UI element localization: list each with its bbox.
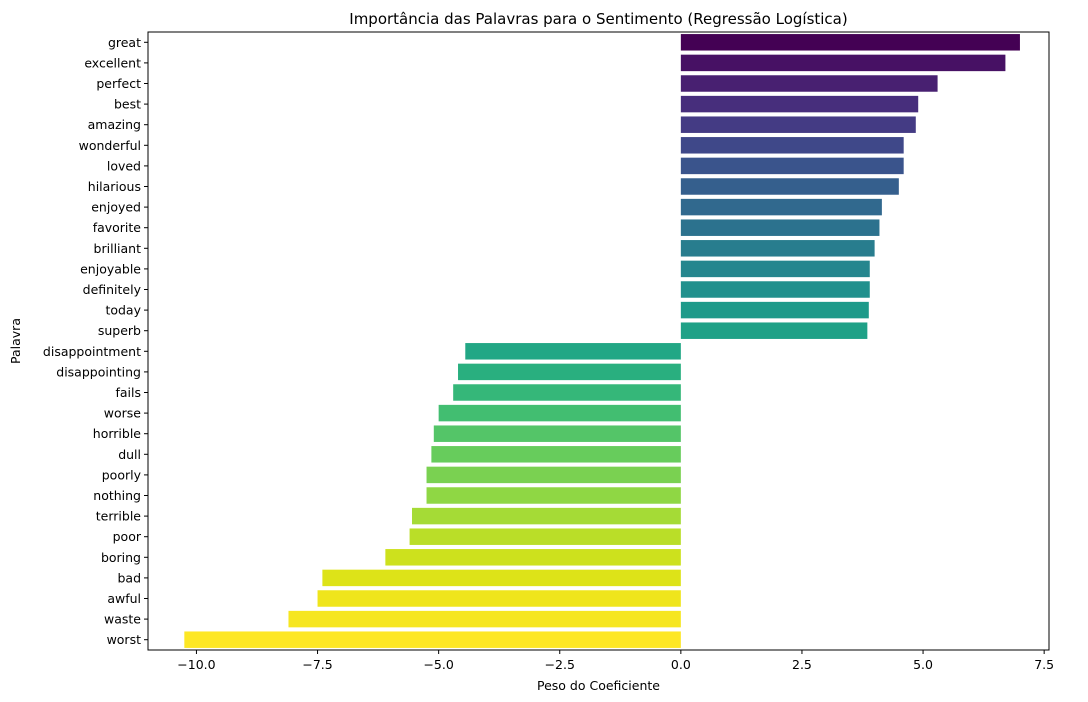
x-tick-label: 5.0 (913, 657, 933, 672)
y-tick-label: worse (104, 406, 142, 421)
y-tick-label: hilarious (88, 179, 141, 194)
y-tick-label: best (114, 97, 141, 112)
bars-group (184, 34, 1020, 648)
bar-worse (438, 404, 681, 422)
y-tick-label: definitely (83, 282, 142, 297)
y-tick-label: poor (113, 529, 142, 544)
bar-excellent (680, 54, 1006, 72)
x-tick-label: −2.5 (545, 657, 575, 672)
x-tick-label: 0.0 (671, 657, 691, 672)
y-tick-label: great (108, 35, 141, 50)
bar-boring (385, 549, 681, 566)
bar-amazing (680, 116, 916, 133)
x-tick-label: −5.0 (423, 657, 453, 672)
bar-horrible (433, 425, 681, 442)
bar-wonderful (680, 137, 904, 154)
y-tick-label: loved (107, 158, 141, 173)
bar-enjoyable (680, 260, 870, 278)
y-tick-label: terrible (96, 509, 142, 524)
y-tick-label: amazing (88, 117, 141, 132)
bar-best (680, 95, 919, 113)
x-axis-ticks: −10.0 −7.5 −5.0 −2.5 0.0 2.5 5.0 7.5 (177, 650, 1054, 672)
y-tick-label: favorite (93, 220, 142, 235)
bar-worst (184, 631, 681, 648)
bar-perfect (680, 75, 938, 92)
y-tick-label: waste (104, 612, 141, 627)
y-tick-label: boring (101, 550, 141, 565)
y-tick-label: disappointing (56, 364, 141, 379)
bar-poor (409, 528, 681, 545)
x-tick-label: −7.5 (302, 657, 332, 672)
y-tick-label: disappointment (43, 344, 141, 359)
bar-bad (322, 569, 681, 587)
bar-favorite (680, 219, 880, 236)
bar-superb (680, 322, 868, 339)
y-tick-label: nothing (93, 488, 141, 503)
bar-great (680, 34, 1020, 51)
y-tick-label: bad (117, 570, 141, 585)
y-tick-label: perfect (96, 76, 141, 91)
y-axis-ticks: great excellent perfect best amazing wonderfu… (43, 35, 148, 647)
x-tick-label: −10.0 (177, 657, 215, 672)
bar-loved (680, 157, 904, 175)
bar-dull (431, 446, 681, 463)
x-tick-label: 2.5 (792, 657, 812, 672)
bar-definitely (680, 281, 870, 298)
y-tick-label: fails (115, 385, 141, 400)
bar-terrible (412, 507, 681, 525)
y-tick-label: superb (98, 323, 141, 338)
y-tick-label: excellent (84, 55, 141, 70)
y-tick-label: brilliant (94, 241, 142, 256)
y-tick-label: poorly (102, 467, 142, 482)
y-tick-label: horrible (93, 426, 142, 441)
y-tick-label: wonderful (79, 138, 141, 153)
x-axis-label: Peso do Coeficiente (537, 678, 660, 693)
bar-hilarious (680, 178, 899, 195)
bar-poorly (426, 466, 681, 484)
plot-frame (147, 31, 1050, 651)
bar-nothing (426, 487, 681, 504)
y-axis-label: Palavra (8, 318, 23, 364)
y-tick-label: today (105, 303, 141, 318)
y-tick-label: enjoyed (91, 200, 141, 215)
bar-enjoyed (680, 198, 882, 216)
bar-brilliant (680, 240, 875, 257)
bar-today (680, 301, 869, 319)
chart-title: Importância das Palavras para o Sentimen… (349, 10, 847, 28)
x-tick-label: 7.5 (1034, 657, 1054, 672)
y-tick-label: dull (118, 447, 141, 462)
y-tick-label: awful (107, 591, 141, 606)
bar-disappointment (465, 343, 681, 360)
y-tick-label: enjoyable (80, 261, 141, 276)
bar-waste (288, 610, 681, 628)
bar-fails (453, 384, 681, 401)
y-tick-label: worst (107, 632, 142, 647)
bar-disappointing (458, 363, 681, 381)
bar-awful (317, 590, 681, 607)
